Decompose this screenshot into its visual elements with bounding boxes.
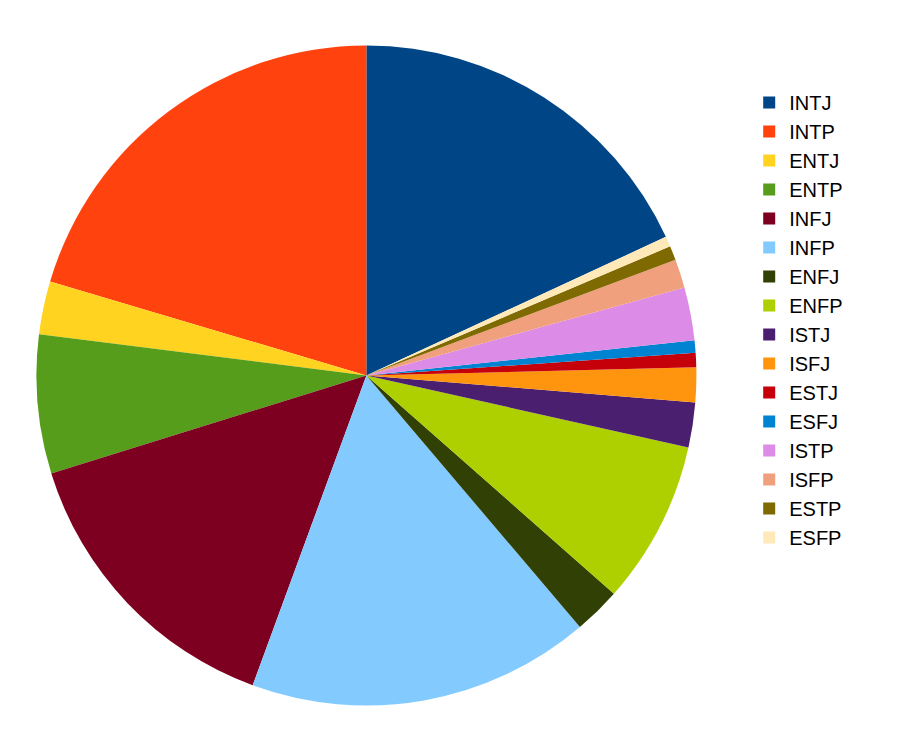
svg-text:INFJ: INFJ	[789, 208, 831, 230]
svg-text:ISFJ: ISFJ	[789, 353, 830, 375]
svg-text:INTP: INTP	[789, 121, 835, 143]
svg-text:INFP: INFP	[789, 237, 835, 259]
svg-text:INTJ: INTJ	[789, 92, 831, 114]
svg-text:ENFJ: ENFJ	[789, 266, 839, 288]
svg-text:ESFJ: ESFJ	[789, 411, 838, 433]
svg-text:ISTP: ISTP	[789, 440, 833, 462]
svg-text:ISFP: ISFP	[789, 469, 833, 491]
svg-text:ENFP: ENFP	[789, 295, 842, 317]
svg-text:ESTP: ESTP	[789, 498, 841, 520]
svg-text:ESTJ: ESTJ	[789, 382, 838, 404]
svg-text:ISTJ: ISTJ	[789, 324, 830, 346]
svg-text:ENTP: ENTP	[789, 179, 842, 201]
svg-text:ENTJ: ENTJ	[789, 150, 839, 172]
svg-text:ESFP: ESFP	[789, 527, 841, 549]
